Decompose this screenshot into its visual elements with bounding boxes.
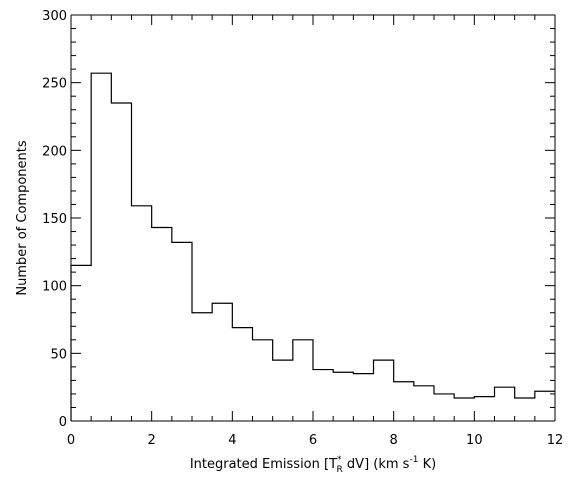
x-tick-label: 10 [466, 433, 483, 448]
x-tick-label: 4 [228, 433, 236, 448]
x-tick-label: 2 [148, 433, 156, 448]
x-tick-label: 6 [309, 433, 317, 448]
tick-marks [70, 14, 556, 422]
y-tick-label: 250 [42, 77, 67, 92]
x-tick-label: 12 [547, 433, 564, 448]
y-tick-label: 0 [59, 415, 67, 430]
histogram-series-line [70, 72, 555, 421]
y-tick-label: 50 [50, 347, 67, 362]
x-tick-label: 0 [67, 433, 75, 448]
y-tick-label: 300 [42, 9, 67, 24]
y-axis-label: Number of Components [15, 140, 30, 295]
y-tick-label: 200 [42, 144, 67, 159]
y-tick-label: 100 [42, 280, 67, 295]
x-axis-label: Integrated Emission [T* R dV] (km s-1 K) [190, 455, 436, 475]
x-tick-label: 8 [390, 433, 398, 448]
y-tick-label: 150 [42, 212, 67, 227]
tick-labels: 0 2 4 6 8 10 12 0 50 100 150 200 250 300 [42, 9, 563, 448]
